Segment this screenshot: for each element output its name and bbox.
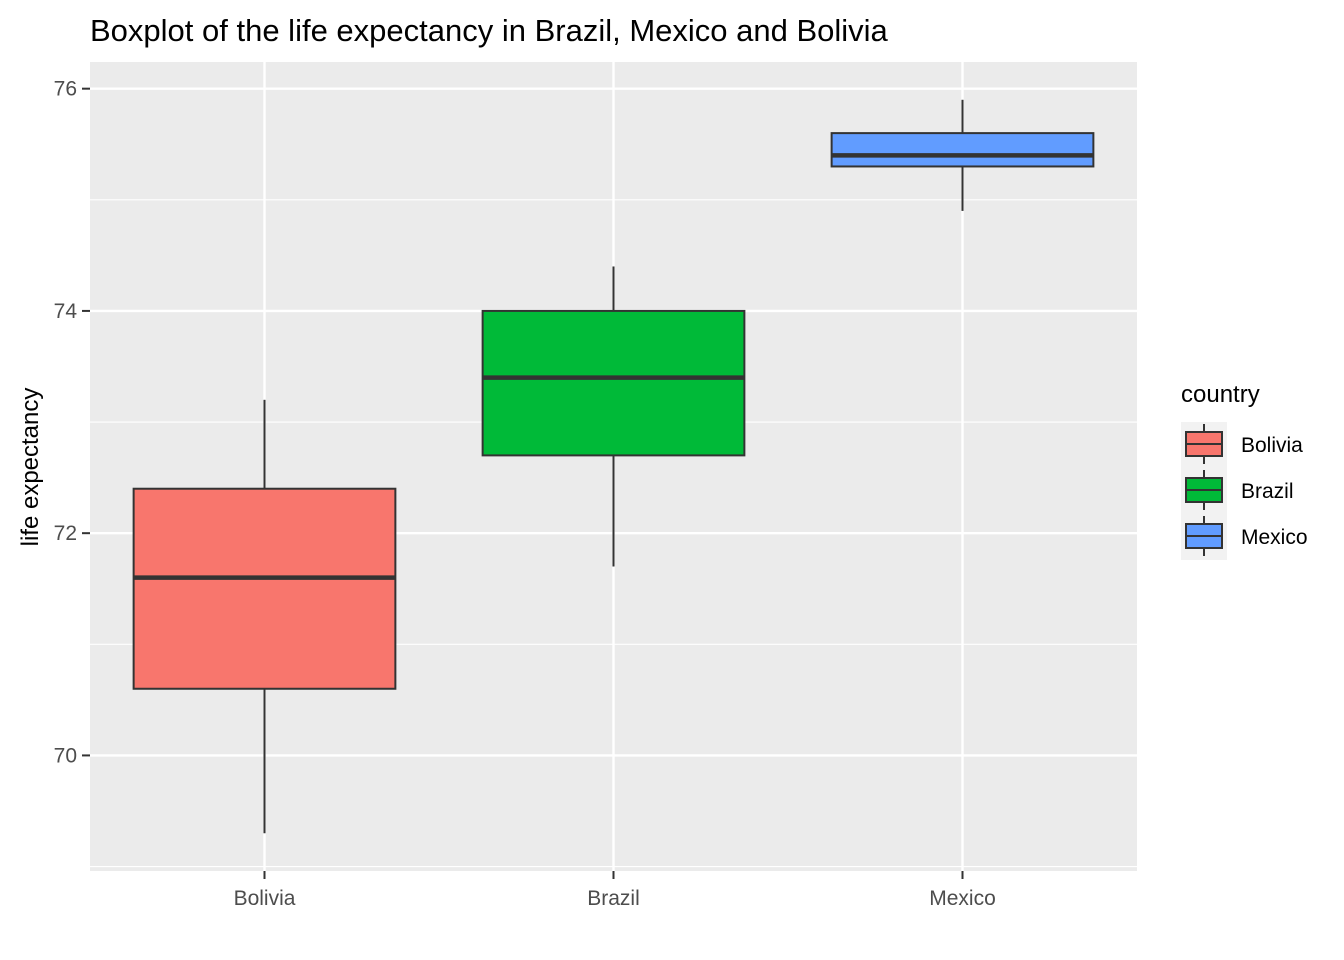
y-tick-label: 70 (54, 744, 77, 767)
x-tick-label: Brazil (587, 887, 640, 910)
box-body (132, 487, 397, 690)
box-mexico (830, 99, 1095, 211)
x-tick-label: Bolivia (234, 887, 296, 910)
legend-entry-bolivia: Bolivia (1181, 422, 1303, 468)
legend-title: country (1181, 381, 1260, 408)
legend-label: Brazil (1241, 480, 1294, 503)
legend-label: Mexico (1241, 526, 1308, 549)
x-axis: Bolivia Brazil Mexico (234, 871, 996, 910)
y-tick-label: 74 (54, 300, 78, 323)
chart-title: Boxplot of the life expectancy in Brazil… (90, 13, 889, 48)
boxes (132, 99, 1095, 834)
legend-entry-brazil: Brazil (1181, 468, 1294, 514)
x-tick-label: Mexico (929, 887, 996, 910)
box-bolivia (132, 399, 397, 834)
y-tick-label: 72 (54, 522, 77, 545)
y-axis: 70 72 74 76 (54, 78, 90, 767)
legend: country Bolivia Brazil Mexico (1181, 381, 1308, 560)
legend-entry-mexico: Mexico (1181, 514, 1308, 560)
legend-entries: Bolivia Brazil Mexico (1181, 422, 1308, 560)
box-body (481, 309, 746, 457)
y-tick-label: 76 (54, 78, 77, 101)
y-axis-title: life expectancy (17, 388, 44, 547)
box-body (830, 132, 1095, 168)
legend-label: Bolivia (1241, 434, 1303, 457)
box-brazil (481, 266, 746, 567)
